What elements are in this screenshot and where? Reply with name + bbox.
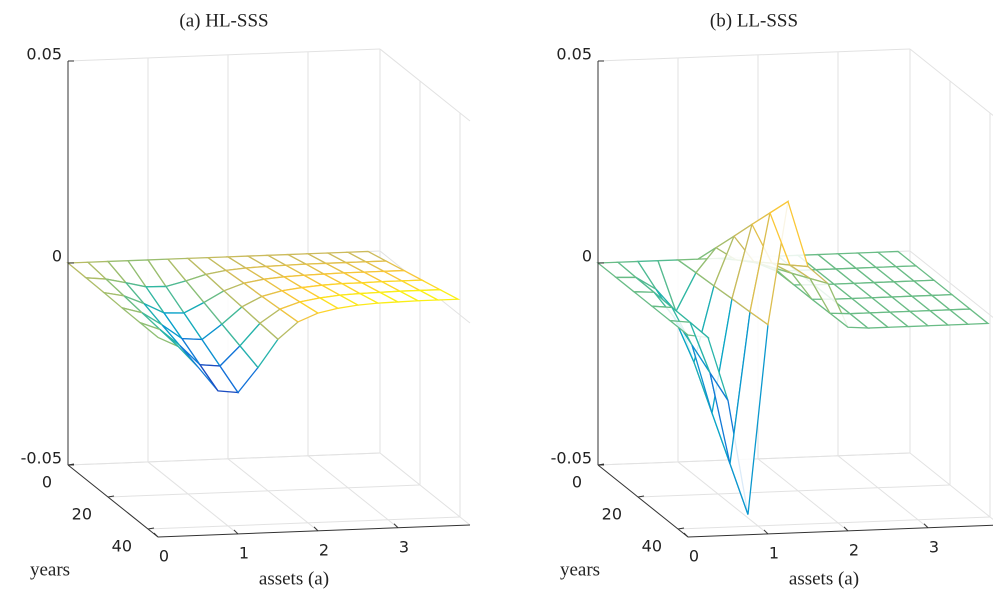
y-axis-label: years xyxy=(30,559,70,580)
grid-line xyxy=(307,455,399,529)
grid-line xyxy=(909,48,993,117)
grid-line xyxy=(909,250,993,319)
x-axis-label: assets (a) xyxy=(789,568,859,589)
x-tick-label: 3 xyxy=(929,537,939,556)
z-tick-label: 0.05 xyxy=(556,45,592,64)
tick-mark xyxy=(683,532,689,538)
tick-mark xyxy=(763,529,769,535)
x-axis-label: assets (a) xyxy=(259,568,329,589)
grid-line xyxy=(909,452,993,521)
tick-mark xyxy=(147,527,155,530)
grid-line xyxy=(637,484,951,498)
grid-line xyxy=(379,452,471,526)
x-tick-label: 3 xyxy=(399,537,409,556)
y-tick-label: 40 xyxy=(112,537,132,556)
grid-line xyxy=(379,48,471,122)
tick-mark xyxy=(597,463,605,466)
subplot: -0.05 0 0.05 0 20 40 0 1 2 3 (b) LL-SSS assets (a) y… xyxy=(551,10,993,589)
y-axis xyxy=(67,464,159,538)
grid-line xyxy=(67,48,381,62)
y-tick-label: 20 xyxy=(72,505,92,524)
y-axis-label: years xyxy=(560,559,600,580)
grid-line xyxy=(107,484,421,498)
tick-mark xyxy=(233,529,239,535)
mesh-face xyxy=(417,289,461,301)
y-tick-label: 20 xyxy=(602,505,622,524)
z-tick-label: -0.05 xyxy=(21,449,62,468)
grid-line xyxy=(677,516,991,530)
x-tick-label: 2 xyxy=(849,540,859,559)
x-tick-label: 1 xyxy=(769,543,779,562)
tick-mark xyxy=(393,523,399,529)
z-tick-label: 0 xyxy=(582,247,592,266)
z-tick-label: 0.05 xyxy=(26,45,62,64)
chart-title: (b) LL-SSS xyxy=(710,10,798,31)
tick-mark xyxy=(153,532,159,538)
z-tick-label: 0 xyxy=(52,247,62,266)
x-tick-label: 0 xyxy=(689,547,699,566)
tick-mark xyxy=(843,526,849,532)
y-axis xyxy=(597,464,689,538)
tick-mark xyxy=(107,495,115,498)
mesh-face xyxy=(948,308,990,325)
tick-mark xyxy=(313,526,319,532)
tick-mark xyxy=(923,523,929,529)
tick-mark xyxy=(67,463,75,466)
grid-line xyxy=(147,461,239,535)
grid-line xyxy=(227,458,319,532)
y-tick-label: 0 xyxy=(42,473,52,492)
grid-line xyxy=(597,48,911,62)
y-tick-label: 40 xyxy=(642,537,662,556)
subplot: -0.05 0 0.05 0 20 40 0 1 2 3 (a) HL-SSS assets (a) y… xyxy=(21,10,471,589)
grid-line xyxy=(677,461,769,535)
grid-line xyxy=(757,458,849,532)
x-tick-label: 0 xyxy=(159,547,169,566)
x-axis xyxy=(157,524,471,538)
tick-mark xyxy=(637,495,645,498)
tick-mark xyxy=(677,527,685,530)
grid-line xyxy=(837,455,929,529)
x-tick-label: 1 xyxy=(239,543,249,562)
grid-line xyxy=(67,452,381,466)
z-tick-label: -0.05 xyxy=(551,449,592,468)
x-axis xyxy=(687,524,993,538)
x-tick-label: 2 xyxy=(319,540,329,559)
chart-title: (a) HL-SSS xyxy=(179,10,268,31)
grid-line xyxy=(147,516,461,530)
y-tick-label: 0 xyxy=(572,473,582,492)
